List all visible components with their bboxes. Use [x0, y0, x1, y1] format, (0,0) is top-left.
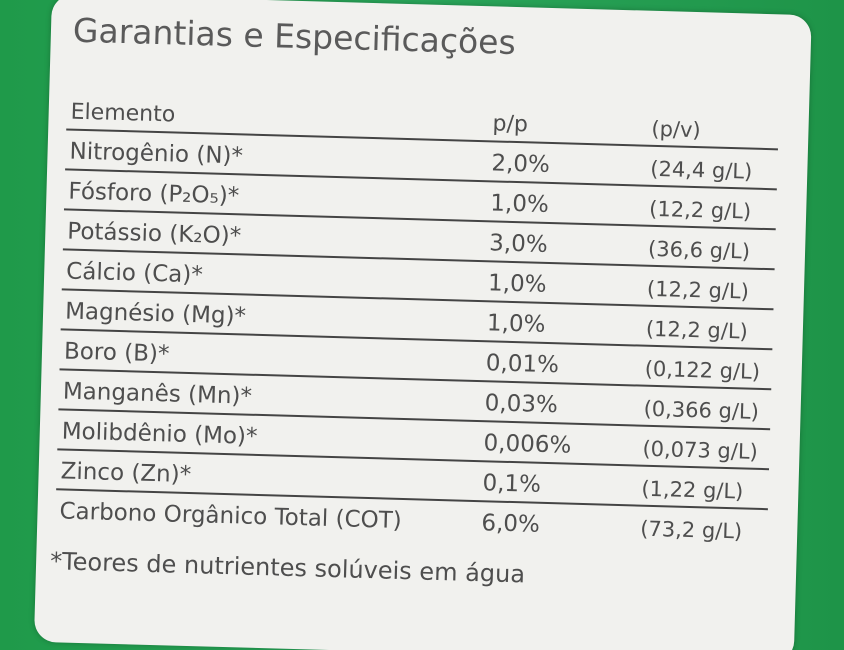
- label-panel: Garantias e Especificações *Teores de nu…: [33, 0, 812, 650]
- table-cell: Carbono Orgânico Total (COT): [59, 498, 403, 534]
- table-cell: Fósforo (P₂O₅)*: [68, 178, 240, 210]
- table-cell: (1,22 g/L): [641, 476, 744, 504]
- footnote: *Teores de nutrientes solúveis em água: [49, 547, 526, 589]
- header-cell: p/p: [492, 111, 529, 138]
- table-cell: (36,6 g/L): [647, 236, 751, 264]
- table-cell: (0,073 g/L): [642, 436, 759, 464]
- table-cell: 0,01%: [485, 350, 560, 379]
- table-cell: Boro (B)*: [63, 338, 170, 368]
- table-cell: 1,0%: [489, 190, 550, 218]
- table-cell: Cálcio (Ca)*: [65, 258, 204, 289]
- table-cell: Manganês (Mn)*: [62, 378, 253, 410]
- table-cell: 1,0%: [487, 270, 547, 298]
- table-cell: 1,0%: [486, 310, 546, 338]
- table-cell: Zinco (Zn)*: [60, 458, 192, 489]
- table-cell: (24,4 g/L): [650, 156, 753, 184]
- table-cell: (12,2 g/L): [645, 316, 749, 344]
- table-cell: (12,2 g/L): [648, 196, 752, 224]
- table-cell: (0,122 g/L): [644, 356, 761, 384]
- table-cell: Nitrogênio (N)*: [69, 138, 244, 170]
- table-cell: 0,1%: [482, 470, 542, 498]
- table-cell: Molibdênio (Mo)*: [61, 418, 258, 450]
- table-cell: 3,0%: [488, 230, 548, 258]
- table-cell: (73,2 g/L): [639, 516, 743, 544]
- table-cell: 2,0%: [491, 150, 551, 178]
- table-cell: (0,366 g/L): [643, 396, 760, 424]
- table-cell: Potássio (K₂O)*: [67, 218, 242, 250]
- table-cell: 6,0%: [481, 510, 541, 538]
- title: Garantias e Especificações: [72, 10, 517, 62]
- table-cell: (12,2 g/L): [646, 276, 750, 304]
- header-cell: (p/v): [651, 116, 702, 143]
- header-cell: Elemento: [70, 99, 176, 128]
- table-cell: 0,03%: [484, 390, 559, 419]
- table-cell: 0,006%: [483, 430, 572, 459]
- table-cell: Magnésio (Mg)*: [64, 298, 247, 330]
